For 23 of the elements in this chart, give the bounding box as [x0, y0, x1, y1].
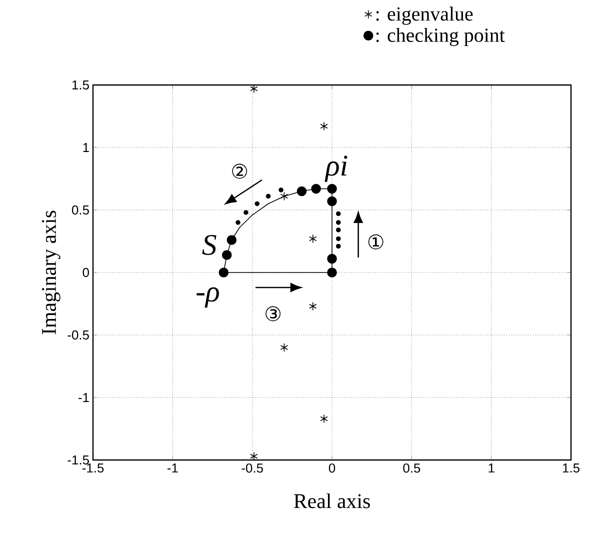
- annotation: ρi: [324, 156, 348, 182]
- y-tick-label: -0.5: [68, 330, 89, 340]
- x-tick-label: -1: [167, 464, 178, 472]
- x-axis-title: Real axis: [294, 493, 370, 508]
- x-tick-label: 0: [328, 464, 336, 473]
- annotation: ①: [368, 234, 384, 250]
- y-tick-label: -1.5: [68, 455, 89, 465]
- legend-label: : eigenvalue: [376, 6, 473, 25]
- annotation: ②: [232, 164, 248, 179]
- y-tick-label: -1: [78, 393, 89, 402]
- x-tick-label: -0.5: [242, 464, 263, 473]
- y-tick-label: 1: [83, 143, 89, 152]
- annotation: -ρ: [196, 287, 219, 308]
- legend-label: : checking point: [376, 28, 505, 46]
- y-tick-label: 0.5: [72, 205, 89, 215]
- annotation: ③: [266, 306, 280, 322]
- y-axis-title: Imaginary axis: [42, 210, 60, 334]
- x-tick-label: 0.5: [403, 464, 420, 473]
- x-tick-label: 1: [488, 464, 494, 472]
- x-tick-label: 1.5: [562, 464, 580, 473]
- y-tick-label: 0: [82, 268, 89, 278]
- y-tick-label: 1.5: [72, 80, 89, 90]
- annotation: S: [202, 234, 216, 256]
